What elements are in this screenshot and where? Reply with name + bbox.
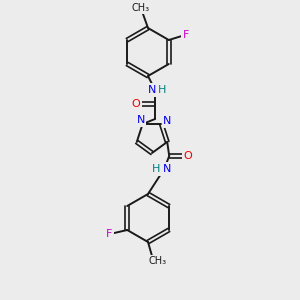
Text: O: O bbox=[184, 151, 193, 161]
Text: H: H bbox=[152, 164, 160, 174]
Text: N: N bbox=[148, 85, 156, 95]
Text: O: O bbox=[132, 99, 140, 109]
Text: CH₃: CH₃ bbox=[132, 3, 150, 13]
Text: N: N bbox=[163, 164, 171, 174]
Text: H: H bbox=[158, 85, 166, 95]
Text: F: F bbox=[183, 30, 189, 40]
Text: N: N bbox=[163, 116, 172, 126]
Text: CH₃: CH₃ bbox=[149, 256, 167, 266]
Text: N: N bbox=[136, 115, 145, 125]
Text: F: F bbox=[106, 229, 112, 239]
